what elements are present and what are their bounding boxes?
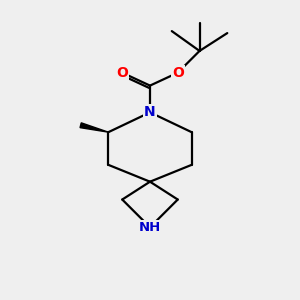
Text: NH: NH bbox=[139, 221, 161, 234]
Polygon shape bbox=[80, 123, 108, 132]
Text: N: N bbox=[144, 105, 156, 119]
Text: O: O bbox=[172, 66, 184, 80]
Text: O: O bbox=[116, 66, 128, 80]
